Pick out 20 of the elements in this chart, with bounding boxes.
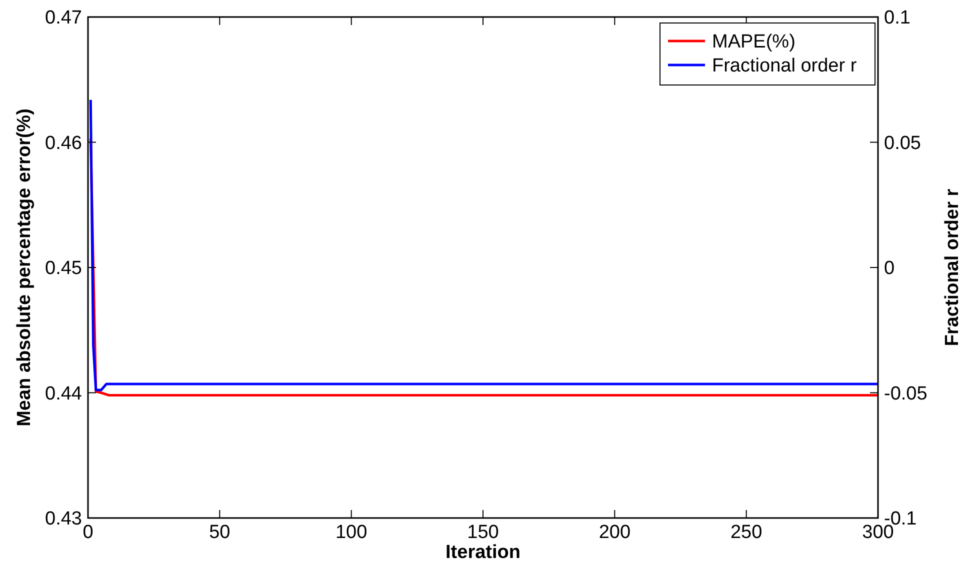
y2-tick-label: 0.05 (884, 132, 921, 154)
legend-label: Fractional order r (712, 56, 858, 77)
y2-tick-label: 0 (884, 258, 895, 280)
x-tick-label: 50 (209, 522, 230, 543)
y-axis-title: Mean absolute percentage error(%) (14, 108, 35, 426)
y2-tick-label: 0.1 (884, 8, 910, 29)
y2-tick-label: -0.05 (884, 383, 928, 404)
x-tick-label: 100 (335, 522, 368, 543)
y2-axis-title: Fractional order r (942, 188, 963, 346)
y-tick-label: 0.43 (45, 508, 82, 530)
y-tick-label: 0.47 (45, 8, 82, 29)
y-tick-label: 0.44 (45, 383, 82, 404)
legend-label: MAPE(%) (712, 32, 796, 53)
x-tick-label: 0 (82, 522, 94, 543)
x-tick-label: 200 (598, 522, 631, 543)
y-tick-label: 0.46 (45, 132, 82, 154)
x-tick-label: 150 (467, 522, 499, 543)
x-tick-label: 250 (730, 522, 762, 543)
y-tick-label: 0.45 (45, 258, 82, 280)
x-axis-title: Iteration (446, 542, 520, 563)
